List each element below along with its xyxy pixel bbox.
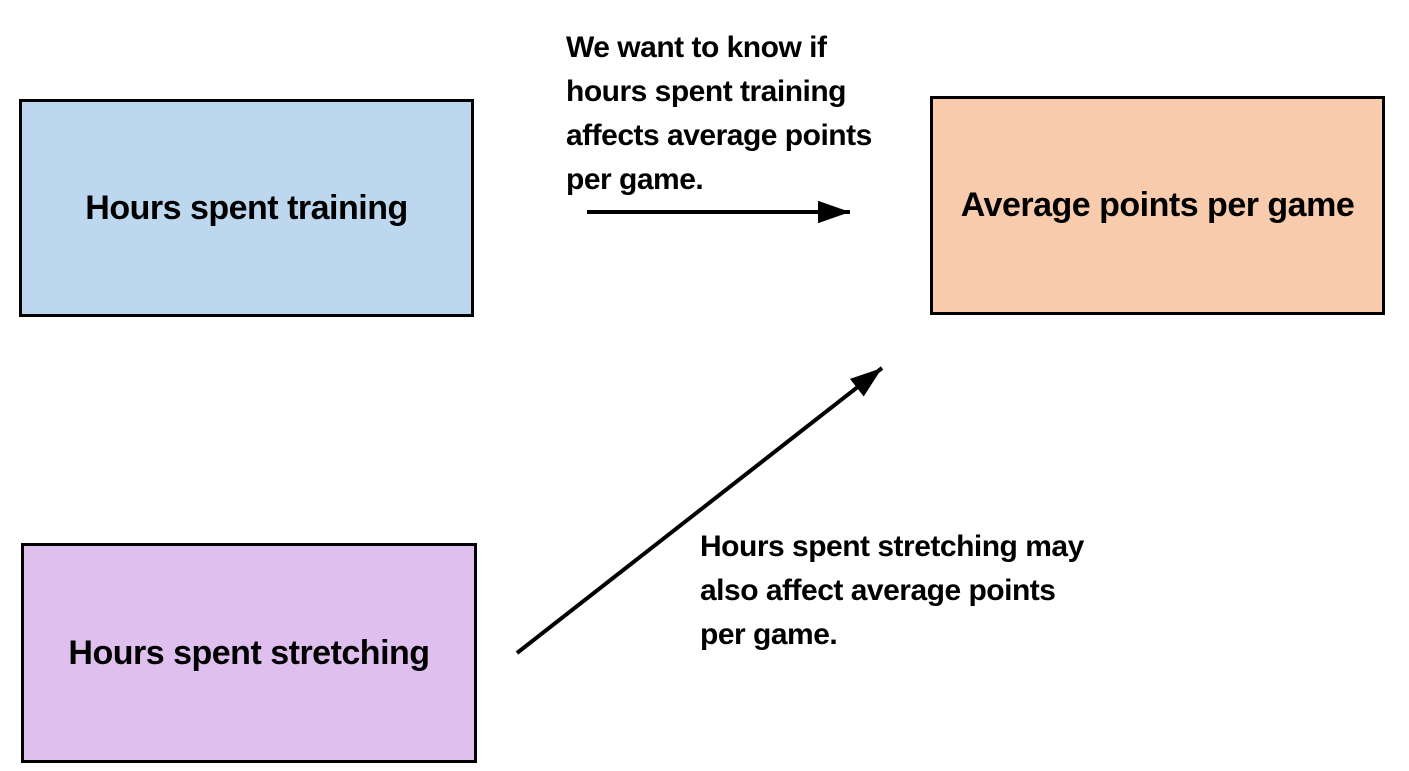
- box-hours-training: Hours spent training: [19, 99, 474, 317]
- stretching-arrow-caption: Hours spent stretching may also affect a…: [700, 530, 1084, 651]
- box-average-points-label: Average points per game: [960, 186, 1355, 224]
- box-hours-stretching: Hours spent stretching: [21, 543, 477, 763]
- box-hours-training-label: Hours spent training: [85, 188, 408, 227]
- box-hours-stretching-label: Hours spent stretching: [68, 633, 430, 672]
- training-arrow-caption: We want to know if hours spent training …: [566, 31, 872, 196]
- box-average-points: Average points per game: [930, 96, 1385, 315]
